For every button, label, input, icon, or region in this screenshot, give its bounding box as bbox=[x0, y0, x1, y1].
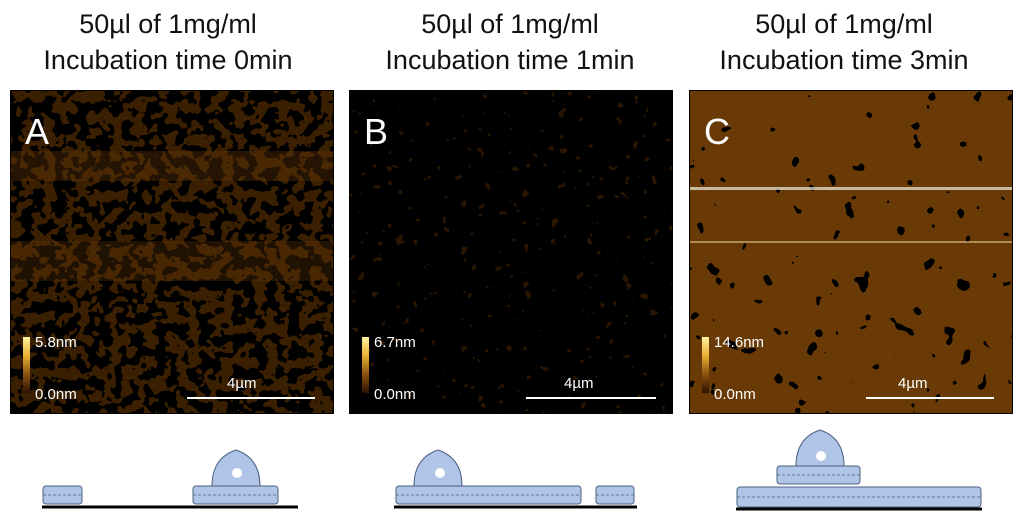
panel-letter-c: C bbox=[704, 111, 730, 152]
afm-texture-b bbox=[350, 91, 672, 413]
scalebar-label-c: 4µm bbox=[898, 375, 928, 392]
title-b-line2: Incubation time 1min bbox=[385, 45, 635, 75]
afm-image-b: B 6.7nm 0.0nm 4µm bbox=[349, 90, 673, 414]
scale-min-b: 0.0nm bbox=[374, 386, 416, 403]
scalebar-label-a: 4µm bbox=[227, 375, 257, 392]
scale-max-c: 14.6nm bbox=[714, 334, 765, 351]
afm-texture-a bbox=[11, 91, 333, 413]
scale-min-c: 0.0nm bbox=[714, 386, 756, 403]
scale-max-b: 6.7nm bbox=[374, 334, 416, 351]
title-a: 50µl of 1mg/ml Incubation time 0min bbox=[8, 6, 328, 78]
afm-image-a: A 5.8nm 0.0nm 4µm bbox=[10, 90, 334, 414]
title-b: 50µl of 1mg/ml Incubation time 1min bbox=[350, 6, 670, 78]
title-c-line1: 50µl of 1mg/ml bbox=[755, 9, 933, 39]
scalebar-b bbox=[526, 397, 656, 399]
title-c-line2: Incubation time 3min bbox=[719, 45, 969, 75]
schematic-diagrams bbox=[42, 429, 982, 511]
color-scale-b bbox=[362, 337, 369, 393]
schematic-c bbox=[736, 429, 982, 511]
schematic-a bbox=[42, 449, 298, 509]
scalebar-c bbox=[866, 397, 994, 399]
color-scale-c bbox=[702, 337, 709, 393]
afm-image-c: C 14.6nm 0.0nm 4µm bbox=[689, 90, 1013, 414]
panel-letter-a: A bbox=[25, 111, 50, 152]
title-a-line1: 50µl of 1mg/ml bbox=[79, 9, 257, 39]
scalebar-label-b: 4µm bbox=[564, 375, 594, 392]
title-b-line1: 50µl of 1mg/ml bbox=[421, 9, 599, 39]
title-a-line2: Incubation time 0min bbox=[43, 45, 293, 75]
scalebar-a bbox=[187, 397, 315, 399]
color-scale-a bbox=[23, 337, 30, 393]
title-c: 50µl of 1mg/ml Incubation time 3min bbox=[684, 6, 1004, 78]
scale-min-a: 0.0nm bbox=[35, 386, 77, 403]
panel-letter-b: B bbox=[364, 111, 389, 152]
schematic-b bbox=[394, 449, 637, 509]
afm-texture-c bbox=[690, 91, 1012, 413]
scale-max-a: 5.8nm bbox=[35, 334, 77, 351]
